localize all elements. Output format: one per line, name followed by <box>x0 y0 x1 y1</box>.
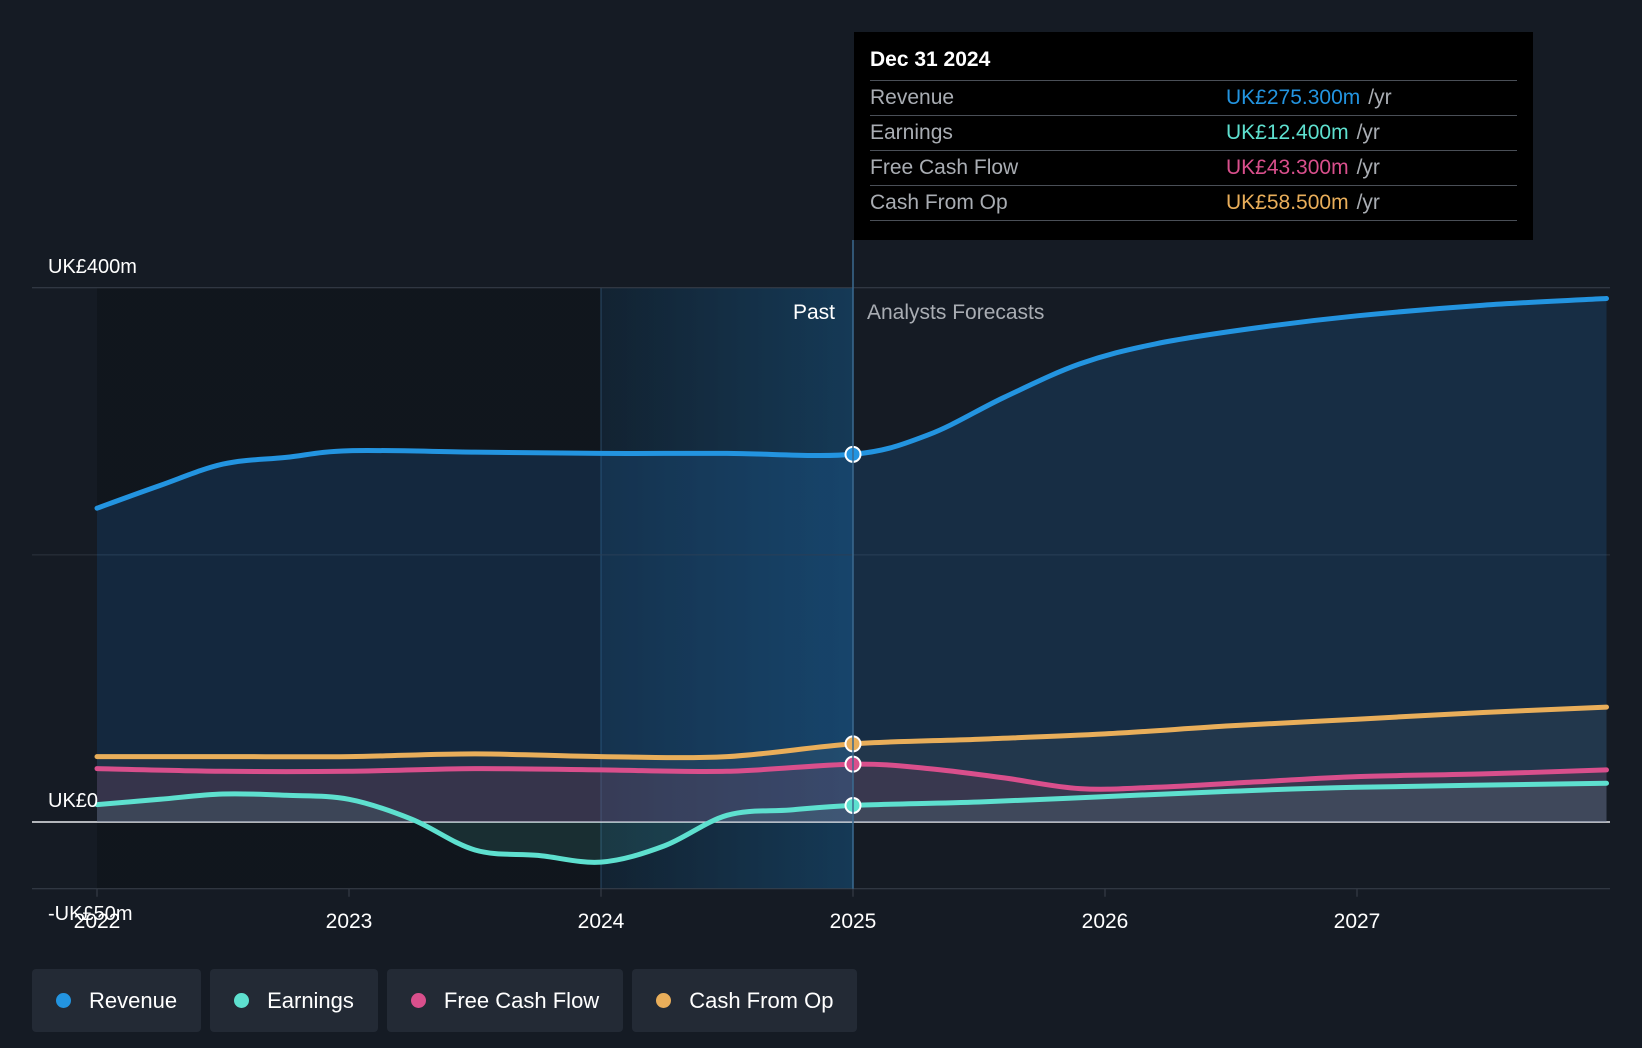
forecast-label: Analysts Forecasts <box>867 301 1044 324</box>
legend: Revenue Earnings Free Cash Flow Cash Fro… <box>32 969 858 1032</box>
y-tick-label: UK£0 <box>48 790 98 812</box>
tooltip-row-unit: /yr <box>1356 121 1380 144</box>
free-cash-flow-line <box>94 761 1609 792</box>
x-tick-label: 2024 <box>578 910 625 933</box>
legend-item-revenue[interactable]: Revenue <box>32 969 202 1032</box>
legend-item-free-cash-flow[interactable]: Free Cash Flow <box>386 969 624 1032</box>
tooltip-row-revenue: Revenue UK£275.300m /yr <box>870 80 1517 115</box>
legend-label: Cash From Op <box>689 987 834 1013</box>
past-label: Past <box>793 301 835 324</box>
tooltip-row-unit: /yr <box>1356 191 1380 214</box>
revenue-area <box>97 298 1607 822</box>
tooltip-row-unit: /yr <box>1368 86 1392 109</box>
tooltip-row-label: Cash From Op <box>870 191 1008 214</box>
highlight-region <box>601 287 853 889</box>
free-cash-flow-area <box>97 764 1607 822</box>
earnings-area <box>97 783 1607 863</box>
x-tick-label: 2025 <box>830 910 877 933</box>
tooltip-row-free-cash-flow: Free Cash Flow UK£43.300m /yr <box>870 150 1517 185</box>
earnings-line <box>94 780 1609 865</box>
legend-label: Revenue <box>89 987 178 1013</box>
y-tick-label: UK£400m <box>48 256 137 278</box>
x-tick-label: 2027 <box>1334 910 1381 933</box>
tooltip-row-value: UK£58.500m <box>1226 191 1349 214</box>
tooltip-row-value: UK£43.300m <box>1226 156 1349 179</box>
tooltip-row-label: Revenue <box>870 86 955 109</box>
x-tick-label: 2026 <box>1082 910 1129 933</box>
legend-label: Free Cash Flow <box>443 987 600 1013</box>
tooltip-row-label: Free Cash Flow <box>870 156 1019 179</box>
legend-item-cash-from-op[interactable]: Cash From Op <box>632 969 858 1032</box>
past-overlay <box>97 288 853 889</box>
cash-from-op-dot-icon <box>656 993 672 1008</box>
x-tick-label: 2022 <box>74 910 121 933</box>
tooltip-row-earnings: Earnings UK£12.400m /yr <box>870 115 1517 150</box>
tooltip: Dec 31 2024 Revenue UK£275.300m /yr Earn… <box>854 32 1533 240</box>
tooltip-row-value: UK£275.300m <box>1226 86 1361 109</box>
x-tick-label: 2023 <box>326 910 373 933</box>
tooltip-date: Dec 31 2024 <box>870 48 991 71</box>
tooltip-row-value: UK£12.400m <box>1226 121 1349 144</box>
revenue-dot-icon <box>56 993 71 1008</box>
free-cash-flow-dot-icon <box>410 993 426 1008</box>
legend-item-earnings[interactable]: Earnings <box>210 969 378 1032</box>
y-tick-label: -UK£50m <box>48 903 132 925</box>
legend-label: Earnings <box>267 987 354 1013</box>
tooltip-row-cash-from-op: Cash From Op UK£58.500m /yr <box>870 185 1517 221</box>
earnings-dot-icon <box>234 993 250 1008</box>
tooltip-row-label: Earnings <box>870 121 953 144</box>
tooltip-row-unit: /yr <box>1356 156 1380 179</box>
